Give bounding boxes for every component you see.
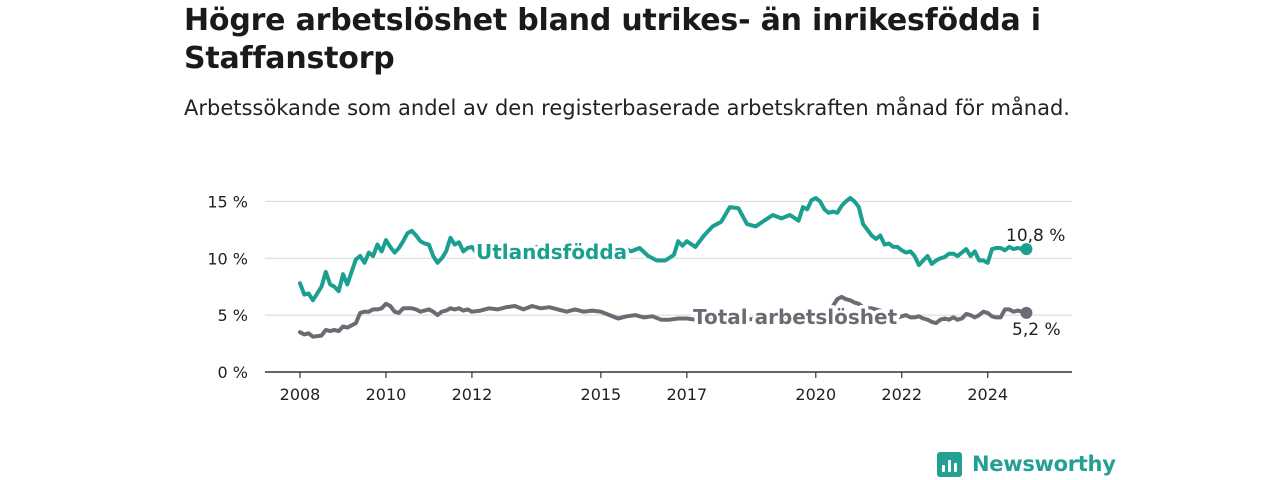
x-tick-label: 2008 <box>280 385 321 404</box>
end-label-utlandsfodda: 10,8 % <box>1006 226 1065 246</box>
newsworthy-logo: Newsworthy <box>937 448 1116 480</box>
series-lines <box>298 196 1033 339</box>
y-tick-label: 5 % <box>218 306 248 325</box>
x-tick-label: 2022 <box>881 385 922 404</box>
x-tick-label: 2017 <box>666 385 707 404</box>
series-label-total-arbetsloshet-halo: Total arbetslöshet <box>693 305 898 329</box>
end-point-total-arbetsloshet <box>1020 306 1033 319</box>
bar-chart-logo-icon <box>937 451 962 477</box>
chart-subtitle: Arbetssökande som andel av den registerb… <box>184 96 1070 120</box>
end-point-utlandsfodda <box>1020 243 1033 256</box>
series-line-utlandsfodda <box>298 196 1029 303</box>
series-label-utlandsfodda: Utlandsfödda <box>476 240 627 264</box>
chart-title: Högre arbetslöshet bland utrikes- än inr… <box>184 3 1041 76</box>
x-tick-label: 2012 <box>452 385 493 404</box>
x-tick-label: 2010 <box>366 385 407 404</box>
axes: 0 % 5 % 10 % 15 % 2008 2010 2012 2015 2017 2020 20… <box>207 192 1072 404</box>
x-tick-label: 2024 <box>967 385 1008 404</box>
x-tick-label: 2015 <box>581 385 622 404</box>
series-label-total-arbetsloshet: Total arbetslöshet <box>693 305 898 329</box>
y-tick-label: 10 % <box>207 249 248 268</box>
y-tick-label: 0 % <box>218 363 248 382</box>
end-label-total-arbetsloshet: 5,2 % <box>1012 320 1061 340</box>
brand-name: Newsworthy <box>972 452 1116 476</box>
x-tick-label: 2020 <box>795 385 836 404</box>
series-label-utlandsfodda-halo: Utlandsfödda <box>476 240 627 264</box>
y-tick-label: 15 % <box>207 192 248 211</box>
series-line-total-arbetsloshet <box>298 294 1029 339</box>
